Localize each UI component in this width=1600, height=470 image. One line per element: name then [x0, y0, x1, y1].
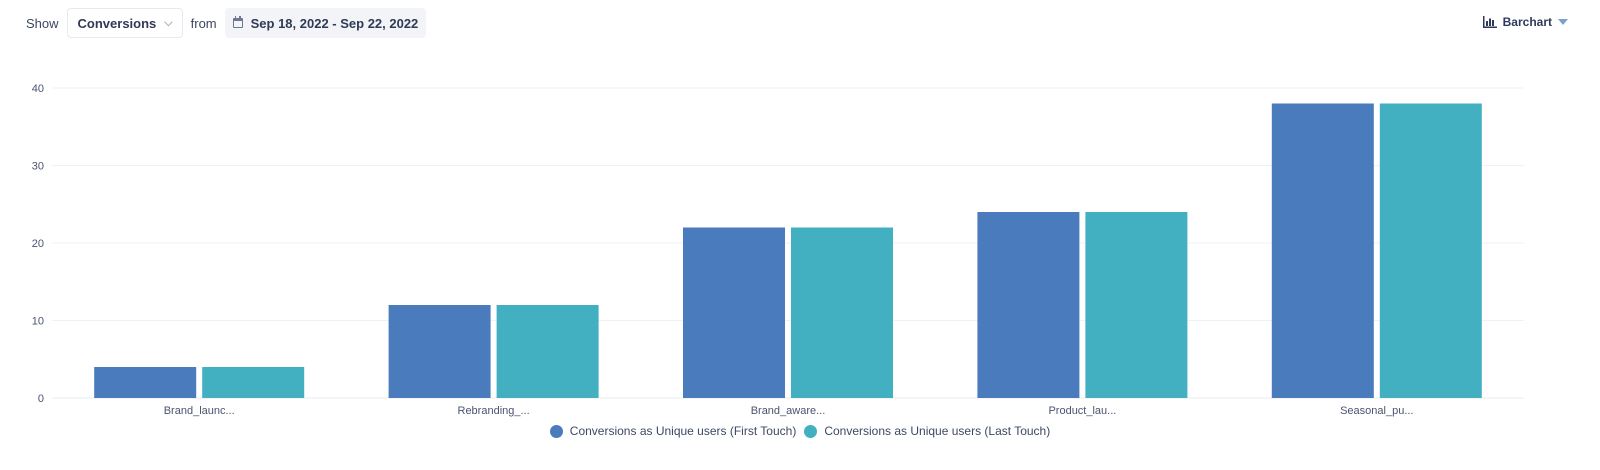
date-range-value: Sep 18, 2022 - Sep 22, 2022 — [250, 15, 419, 31]
y-tick-label: 0 — [38, 393, 44, 405]
y-tick-label: 10 — [32, 316, 44, 328]
y-tick-label: 40 — [32, 83, 44, 95]
legend-item[interactable]: Conversions as Unique users (First Touch… — [549, 424, 797, 438]
x-tick-label: Seasonal_pu... — [1340, 405, 1413, 417]
bar-last-touch[interactable] — [496, 305, 599, 398]
legend-item[interactable]: Conversions as Unique users (Last Touch) — [804, 424, 1050, 438]
x-tick-label: Brand_launc... — [164, 405, 235, 417]
metric-select[interactable]: Conversions ⌵ — [66, 8, 183, 38]
show-label: Show — [26, 15, 59, 31]
legend-label: Conversions as Unique users (Last Touch) — [824, 424, 1051, 438]
from-label: from — [190, 15, 217, 31]
x-axis-ticks: Brand_launc... Rebranding_... Brand_aware.… — [164, 405, 1414, 417]
bar-first-touch[interactable] — [1271, 103, 1374, 399]
chart-toolbar: Show Conversions ⌵ from Sep 18, 2022 - S… — [26, 8, 427, 38]
bar-last-touch[interactable] — [1379, 103, 1482, 399]
legend-dot-icon — [804, 424, 818, 438]
legend-label: Conversions as Unique users (First Touch… — [569, 424, 797, 438]
bar-chart-icon — [1482, 16, 1497, 28]
chevron-down-icon: ⌵ — [164, 16, 173, 29]
bar-last-touch[interactable] — [791, 227, 893, 399]
bar-first-touch[interactable] — [683, 227, 785, 399]
caret-down-icon — [1558, 19, 1568, 25]
x-tick-label: Product_lau... — [1048, 405, 1116, 417]
bar-first-touch[interactable] — [94, 367, 197, 398]
legend-dot-icon — [549, 424, 563, 438]
y-tick-label: 20 — [32, 238, 44, 250]
date-range-picker[interactable]: Sep 18, 2022 - Sep 22, 2022 — [224, 8, 427, 38]
x-tick-label: Rebranding_... — [458, 405, 530, 417]
bar-first-touch[interactable] — [388, 305, 491, 398]
bar-last-touch[interactable] — [1085, 212, 1188, 398]
chart-type-label: Barchart — [1502, 15, 1552, 29]
calendar-icon — [232, 16, 243, 28]
metric-value: Conversions — [77, 15, 157, 31]
bar-last-touch[interactable] — [202, 367, 305, 398]
bar-series — [94, 103, 1482, 399]
y-axis-ticks: 0 10 20 30 40 — [32, 83, 44, 405]
x-tick-label: Brand_aware... — [751, 405, 826, 417]
y-tick-label: 30 — [32, 161, 44, 173]
bar-first-touch[interactable] — [977, 212, 1080, 398]
chart-type-dropdown[interactable]: Barchart — [1482, 15, 1568, 29]
chart-legend: Conversions as Unique users (First Touch… — [0, 424, 1600, 438]
